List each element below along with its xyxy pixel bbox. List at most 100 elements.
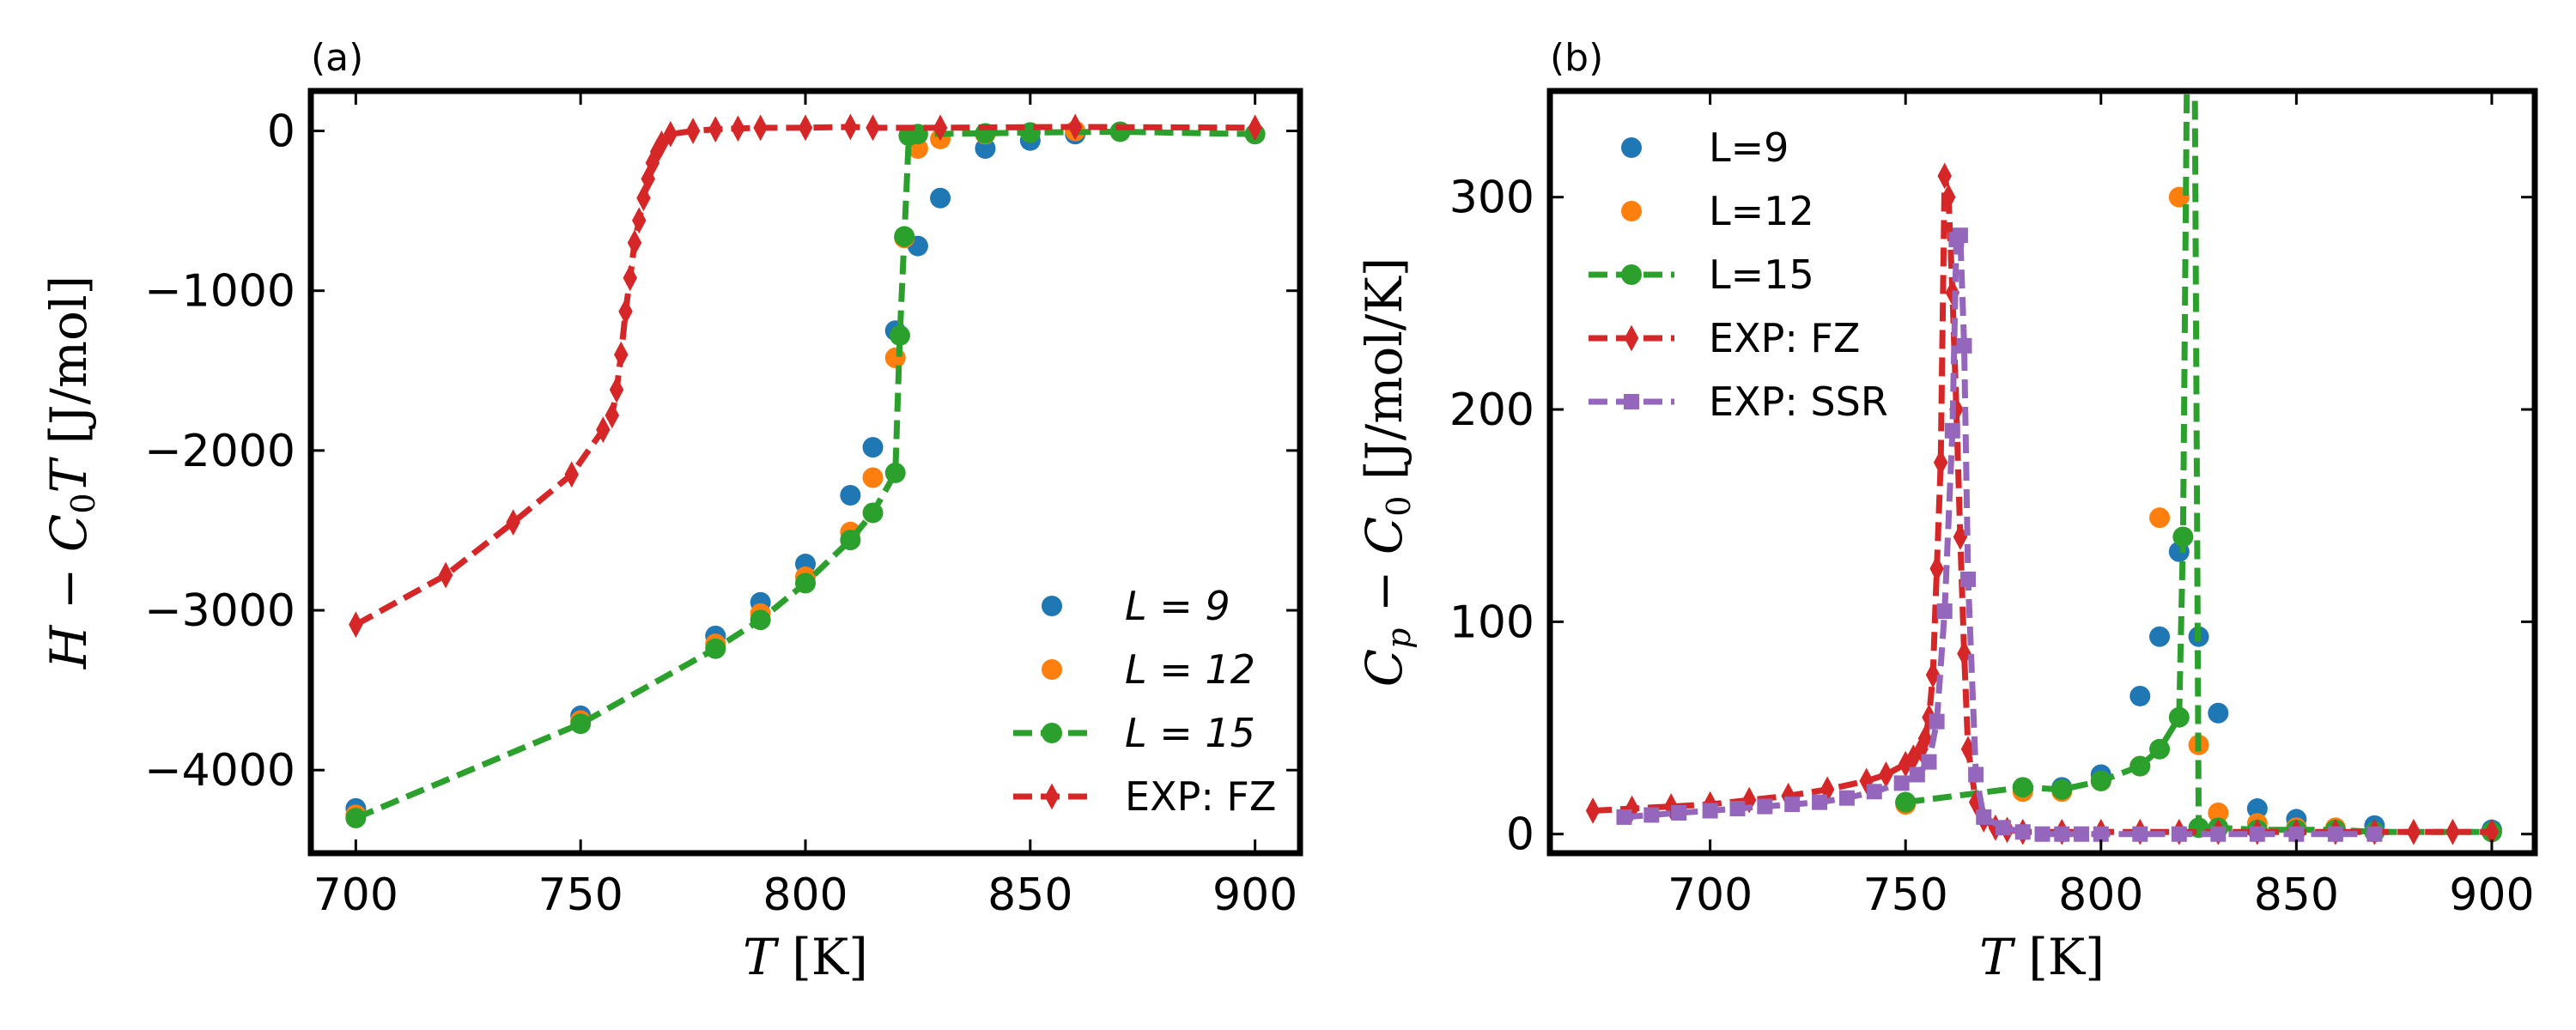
data-point	[2093, 826, 2109, 842]
legend-item: EXP: SSR	[1589, 379, 1888, 425]
legend-marker	[1621, 201, 1642, 221]
panel-b-plot-area	[1585, 91, 2502, 845]
legend-marker	[1621, 264, 1642, 285]
data-point	[1936, 603, 1953, 620]
legend-marker	[1624, 394, 1639, 409]
data-point	[1968, 766, 1984, 783]
panel-a-plot-area	[345, 113, 1266, 829]
data-point	[605, 402, 620, 429]
data-point	[753, 114, 768, 142]
data-point	[2054, 826, 2070, 842]
data-point	[750, 609, 771, 631]
data-point	[1957, 640, 1971, 667]
legend-item: L = 15	[1013, 710, 1255, 756]
data-point	[1784, 797, 1801, 813]
data-point	[1960, 571, 1977, 587]
x-tick-label: 700	[313, 869, 398, 921]
panel-b: (b) 700 750 800 850 900 0 100 200 300 L=9 L=12 L=1…	[1355, 36, 2538, 986]
legend-label: L = 15	[1125, 710, 1255, 756]
data-point	[2168, 706, 2190, 728]
x-tick-label: 700	[1668, 869, 1753, 921]
data-point	[349, 611, 363, 639]
data-point	[1895, 791, 1917, 813]
data-point	[731, 115, 745, 142]
legend-item: L=9	[1621, 124, 1789, 171]
panel-a-x-axis-label: T [K]	[743, 928, 868, 986]
panel-a-label: (a)	[311, 36, 363, 80]
data-point	[1953, 524, 1968, 550]
data-point	[2327, 826, 2343, 842]
y-tick-label: 300	[1449, 173, 1534, 224]
y-tick-label: −4000	[144, 745, 295, 797]
legend-item: L=12	[1621, 188, 1814, 234]
series-SSR	[1616, 227, 2383, 842]
x-tick-label: 850	[2254, 869, 2339, 921]
data-point	[705, 638, 726, 659]
series-line	[354, 124, 1255, 627]
data-point	[627, 229, 642, 257]
data-point	[614, 341, 629, 368]
legend-item: L=15	[1589, 251, 1814, 298]
data-point	[795, 573, 816, 594]
legend-label: L = 9	[1125, 583, 1230, 629]
data-point	[884, 347, 906, 368]
y-tick-label: 200	[1449, 385, 1534, 436]
data-point	[1929, 555, 1944, 582]
series-line	[355, 128, 1255, 821]
data-point	[2366, 826, 2383, 842]
data-point	[1616, 809, 1632, 825]
data-point	[2132, 826, 2148, 842]
panel-b-frame	[1546, 88, 2538, 857]
panel-b-y-axis-label: Cp − C0 [J/mol/K]	[1355, 258, 1418, 688]
legend-label: EXP: FZ	[1125, 773, 1276, 820]
data-point	[2172, 526, 2194, 548]
data-point	[2171, 826, 2187, 842]
data-point	[2406, 818, 2421, 845]
legend-marker	[1042, 596, 1062, 616]
data-point	[1879, 761, 1893, 788]
legend-item: L = 9	[1042, 583, 1230, 629]
data-point	[1909, 766, 1925, 783]
data-point	[1952, 227, 1968, 244]
y-tick-label: 0	[267, 106, 295, 158]
y-tick-label: −1000	[144, 266, 295, 318]
data-point	[1585, 797, 1601, 824]
data-point	[2051, 779, 2073, 800]
panel-b-legend: L=9 L=12 L=15 EXP: FZ EXP: SSR	[1589, 124, 1888, 425]
data-point	[636, 185, 651, 212]
data-point	[1893, 775, 1910, 791]
data-point	[1702, 803, 1718, 819]
data-point	[933, 114, 948, 142]
x-tick-label: 750	[538, 869, 623, 921]
data-point	[685, 118, 701, 144]
legend-item: EXP: FZ	[1589, 315, 1860, 361]
data-point	[866, 114, 880, 142]
legend-item: EXP: FZ	[1013, 773, 1276, 820]
data-point	[1917, 725, 1933, 752]
data-point	[2090, 770, 2111, 791]
data-point	[2210, 826, 2227, 842]
panel-b-label: (b)	[1550, 36, 1603, 80]
data-point	[663, 120, 678, 148]
data-point	[2012, 777, 2033, 798]
data-point	[2014, 824, 2031, 840]
x-tick-label: 800	[762, 869, 848, 921]
panel-a-y-axis-label: H − C0T [J/mol]	[39, 276, 102, 670]
data-point	[1671, 805, 1687, 821]
data-point	[894, 226, 915, 247]
data-point	[2149, 738, 2171, 760]
series-L12	[345, 120, 1086, 826]
data-point	[1866, 784, 1882, 800]
data-point	[884, 462, 906, 483]
series-FZ	[349, 113, 1262, 639]
data-point	[2129, 685, 2151, 706]
data-point	[1956, 337, 1972, 354]
panel-b-x-axis-label: T [K]	[1979, 928, 2105, 986]
data-point	[862, 467, 884, 488]
x-tick-label: 800	[2058, 869, 2143, 921]
data-point	[2246, 798, 2268, 820]
panel-a-ticks: 700 750 800 850 900 0 −1000 −2000 −3000 −4000	[144, 91, 1300, 921]
panel-a-frame	[307, 88, 1303, 857]
panel-a-legend: L = 9 L = 12 L = 15 EXP: FZ	[1013, 583, 1276, 820]
data-point	[2034, 826, 2050, 842]
